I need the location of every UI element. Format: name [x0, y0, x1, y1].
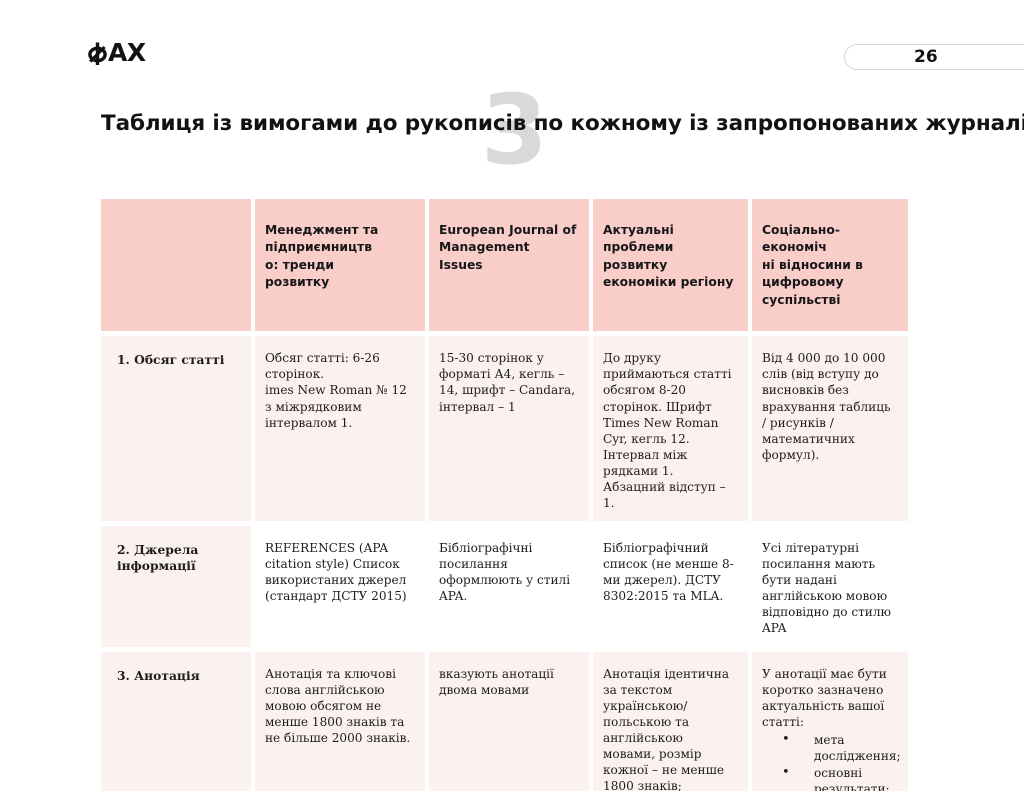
table-cell: REFERENCES (APA citation style) Список в…: [251, 526, 427, 647]
decorative-numeral: 3: [481, 74, 548, 186]
table-header-cell-blank: [101, 199, 253, 332]
table-cell: Бібліографічний список (не менше 8-ми дж…: [589, 526, 750, 647]
requirements-table: Менеджмент та підприємництв о: тренди ро…: [101, 199, 908, 791]
page-number-pill: [844, 44, 1024, 70]
table-row-label: 2. Джерела інформації: [101, 526, 253, 647]
table-cell: До друку приймаються статті обсягом 8-20…: [589, 336, 750, 522]
row-separator: [101, 646, 908, 652]
table-header-cell-journal-2: European Journal of Management Issues: [425, 199, 591, 332]
table-cell: вказують анотації двома мовами: [425, 651, 591, 791]
brand-text: AX: [108, 38, 146, 67]
table-header-cell-journal-1: Менеджмент та підприємництв о: тренди ро…: [251, 199, 427, 332]
table-cell: У анотації має бути коротко зазначено ак…: [748, 651, 908, 791]
table-cell: Від 4 000 до 10 000 слів (від вступу до …: [748, 336, 908, 522]
list-item: мета дослідження;: [762, 731, 901, 764]
table-cell: Обсяг статті: 6-26 сторінок. imes New Ro…: [251, 336, 427, 522]
table-row: 3. Анотація Анотація та ключові слова ан…: [101, 651, 908, 791]
page-number: 26: [914, 47, 938, 67]
table-row-label: 3. Анотація: [101, 651, 253, 791]
table-row: 1. Обсяг статті Обсяг статті: 6-26 сторі…: [101, 336, 908, 522]
brand-logo: AX: [88, 40, 146, 65]
table-row-label: 1. Обсяг статті: [101, 336, 253, 522]
page-number-area: 26: [844, 44, 1024, 70]
table-cell: 15-30 сторінок у форматі А4, кегль – 14,…: [425, 336, 591, 522]
bullet-list: мета дослідження; основні результати; ос…: [762, 731, 901, 791]
row-separator: [101, 521, 908, 527]
list-item: основні результати;: [762, 764, 894, 791]
table-cell: Анотація та ключові слова англійською мо…: [251, 651, 427, 791]
table-row: 2. Джерела інформації REFERENCES (APA ci…: [101, 526, 908, 647]
table-cell: Анотація ідентична за текстом українсько…: [589, 651, 750, 791]
table-cell: Бібліографічні посилання оформлюють у ст…: [425, 526, 591, 647]
table-header-row: Менеджмент та підприємництв о: тренди ро…: [101, 199, 908, 332]
table-cell: Усі літературні посилання мають бути над…: [748, 526, 908, 647]
page-title: Таблиця із вимогами до рукописів по кожн…: [101, 111, 1024, 136]
table-cell-text: У анотації має бути коротко зазначено ак…: [762, 666, 887, 729]
phi-logo-icon: [88, 41, 107, 65]
table-header-cell-journal-4: Соціально-економіч ні відносини в цифров…: [748, 199, 908, 332]
row-separator: [101, 331, 908, 337]
table-header-cell-journal-3: Актуальні проблеми розвитку економіки ре…: [589, 199, 750, 332]
